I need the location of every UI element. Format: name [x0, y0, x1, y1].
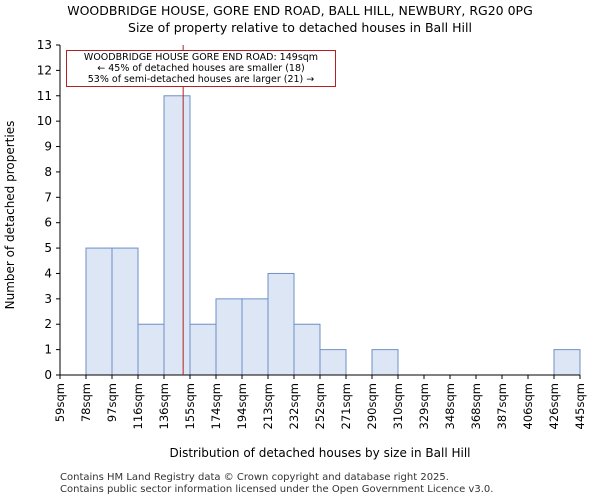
x-tick-label: 387sqm	[495, 383, 509, 429]
bar-252sqm	[319, 349, 347, 376]
x-tick-label: 136sqm	[157, 383, 171, 429]
bar-174sqm	[215, 298, 243, 376]
x-tick-label: 232sqm	[287, 383, 301, 429]
x-tick-label: 290sqm	[365, 383, 379, 429]
x-tick-label: 213sqm	[261, 383, 275, 429]
y-tick-label: 0	[44, 368, 52, 382]
y-tick-label: 8	[44, 165, 52, 179]
x-tick-label: 174sqm	[209, 383, 223, 429]
x-tick-label: 252sqm	[313, 383, 327, 429]
y-tick-label: 13	[37, 38, 52, 52]
bar-78sqm	[85, 247, 113, 376]
x-tick-label: 310sqm	[391, 383, 405, 429]
bar-116sqm	[137, 323, 165, 376]
y-tick-label: 3	[44, 292, 52, 306]
property-annotation: WOODBRIDGE HOUSE GORE END ROAD: 149sqm ←…	[66, 50, 336, 87]
bar-290sqm	[371, 349, 399, 376]
chart-subtitle: Size of property relative to detached ho…	[128, 20, 472, 35]
footer-line-1: Contains HM Land Registry data © Crown c…	[60, 472, 449, 483]
annotation-line-2: ← 45% of detached houses are smaller (18…	[97, 63, 305, 74]
y-tick-label: 7	[44, 190, 52, 204]
bar-232sqm	[293, 323, 321, 376]
footer-line-2: Contains public sector information licen…	[60, 484, 494, 495]
annotation-line-3: 53% of semi-detached houses are larger (…	[87, 74, 315, 85]
x-tick-label: 97sqm	[105, 383, 119, 422]
x-tick-label: 116sqm	[131, 383, 145, 429]
x-tick-label: 406sqm	[521, 383, 535, 429]
x-axis-label: Distribution of detached houses by size …	[170, 446, 471, 460]
bar-213sqm	[267, 272, 295, 376]
x-tick-label: 426sqm	[547, 383, 561, 429]
x-tick-label: 348sqm	[443, 383, 457, 429]
x-tick-label: 329sqm	[417, 383, 431, 429]
y-tick-label: 6	[44, 216, 52, 230]
bar-426sqm	[553, 349, 581, 376]
y-tick-label: 4	[44, 266, 52, 280]
chart-title: WOODBRIDGE HOUSE, GORE END ROAD, BALL HI…	[67, 3, 533, 18]
bar-136sqm	[163, 95, 191, 376]
x-tick-label: 445sqm	[573, 383, 587, 429]
y-tick-label: 12	[37, 63, 52, 77]
y-tick-label: 10	[37, 114, 52, 128]
x-tick-label: 194sqm	[235, 383, 249, 429]
y-tick-label: 2	[44, 317, 52, 331]
bar-155sqm	[189, 323, 217, 376]
x-tick-label: 59sqm	[53, 383, 67, 422]
y-axis-label: Number of detached properties	[3, 121, 17, 310]
bar-97sqm	[111, 247, 139, 376]
x-tick-label: 271sqm	[339, 383, 353, 429]
y-tick-label: 5	[44, 241, 52, 255]
annotation-line-1: WOODBRIDGE HOUSE GORE END ROAD: 149sqm	[83, 52, 319, 63]
y-tick-label: 9	[44, 140, 52, 154]
y-tick-label: 11	[37, 89, 52, 103]
y-tick-label: 1	[44, 343, 52, 357]
bar-194sqm	[241, 298, 269, 376]
x-tick-label: 368sqm	[469, 383, 483, 429]
x-tick-label: 155sqm	[183, 383, 197, 429]
x-tick-label: 78sqm	[79, 383, 93, 422]
